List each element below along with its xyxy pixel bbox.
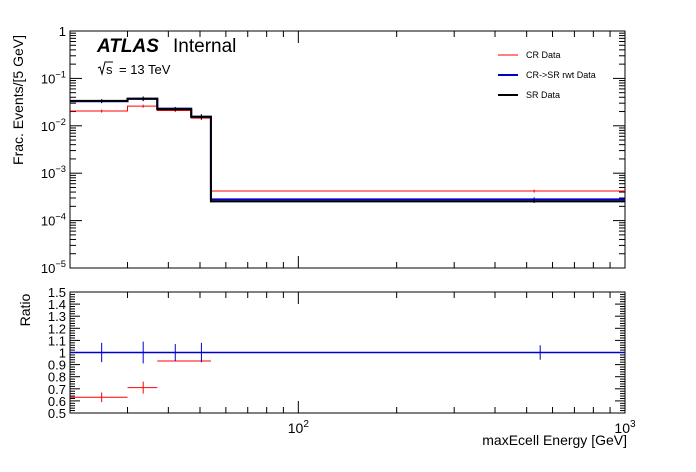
ratio-y-tick-label: 0.5	[48, 406, 66, 421]
main-y-tick-label: 10−3	[41, 164, 66, 181]
legend: CR Data CR->SR rwt Data SR Data	[498, 50, 596, 100]
x-tick-label: 102	[288, 419, 310, 436]
x-axis-label: maxEcell Energy [GeV]	[482, 432, 627, 448]
ratio-y-tick-label: 1.5	[48, 285, 66, 300]
main-panel-frame	[69, 30, 626, 269]
x-tick-label: 103	[614, 419, 636, 436]
main-axis-ticks: 10−5 10−4 10−3 10−2 10−1 1	[41, 24, 626, 276]
ratio-y-tick-label: 1.4	[48, 297, 66, 312]
main-y-tick-label: 10−1	[41, 69, 66, 86]
ratio-y-tick-label: 0.9	[48, 358, 66, 373]
ratio-y-tick-label: 0.6	[48, 394, 66, 409]
series-cr-data-line	[70, 105, 625, 192]
ratio-series-group	[70, 341, 625, 403]
ratio-y-axis-label: Ratio	[17, 293, 33, 326]
main-y-tick-label: 10−4	[41, 212, 66, 229]
atlas-label: ATLAS	[96, 36, 159, 57]
legend-cr-sr-rwt-data-label: CR->SR rwt Data	[526, 70, 596, 80]
ratio-y-tick-label: 0.7	[48, 382, 66, 397]
main-y-axis-label: Frac. Events/[5 GeV]	[10, 35, 26, 165]
series-cr-sr-rwt-data-line	[70, 97, 625, 201]
main-y-tick-label: 10−2	[41, 117, 66, 134]
sqrts-label: s	[106, 62, 113, 77]
legend-cr-data-label: CR Data	[526, 50, 561, 60]
main-y-tick-label: 10−5	[41, 259, 66, 276]
series-sr-data-line	[70, 97, 625, 203]
main-y-tick-label: 1	[59, 24, 66, 39]
energy-label: = 13 TeV	[119, 62, 171, 77]
main-series-group	[70, 96, 625, 204]
ratio-y-tick-label: 1.2	[48, 321, 66, 336]
ratio-y-tick-label: 1.1	[48, 333, 66, 348]
legend-sr-data-label: SR Data	[526, 90, 560, 100]
ratio-y-tick-label: 0.8	[48, 370, 66, 385]
ratio-y-tick-label: 1.3	[48, 309, 66, 324]
ratio-y-tick-label: 1	[59, 346, 66, 361]
sqrt-symbol-icon	[97, 61, 113, 76]
ratio-axis-ticks: 102 103 0.50.60.70.80.911.11.21.31.41.5	[48, 285, 636, 436]
atlas-status-label: Internal	[173, 36, 236, 57]
